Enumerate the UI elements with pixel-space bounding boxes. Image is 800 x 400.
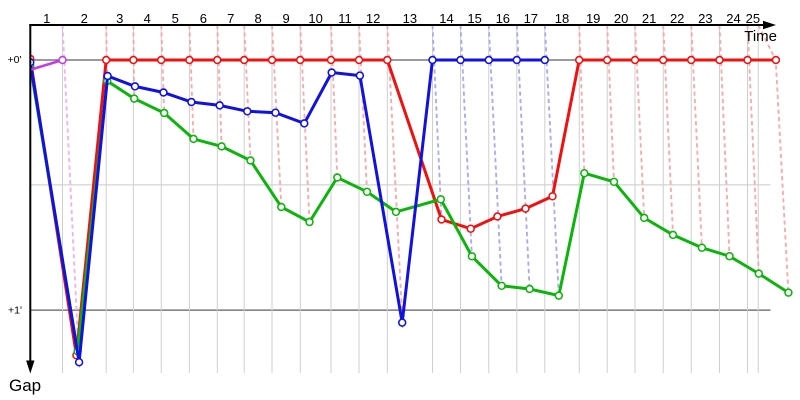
svg-text:16: 16 (496, 11, 510, 26)
svg-text:21: 21 (642, 11, 656, 26)
svg-text:18: 18 (555, 11, 569, 26)
svg-text:Time: Time (744, 28, 777, 45)
svg-text:6: 6 (200, 11, 207, 26)
svg-text:+0': +0' (8, 54, 22, 66)
svg-text:9: 9 (282, 11, 289, 26)
svg-text:22: 22 (670, 11, 684, 26)
svg-text:13: 13 (403, 11, 417, 26)
svg-text:12: 12 (366, 11, 380, 26)
svg-text:23: 23 (698, 11, 712, 26)
svg-text:3: 3 (116, 11, 123, 26)
svg-text:19: 19 (586, 11, 600, 26)
svg-text:2: 2 (81, 11, 88, 26)
svg-text:+1': +1' (8, 305, 22, 317)
svg-text:Gap: Gap (9, 376, 41, 395)
svg-text:15: 15 (467, 11, 481, 26)
svg-text:4: 4 (144, 11, 151, 26)
svg-text:14: 14 (439, 11, 453, 26)
svg-text:11: 11 (338, 11, 352, 26)
svg-text:7: 7 (227, 11, 234, 26)
svg-text:10: 10 (308, 11, 322, 26)
svg-text:25: 25 (746, 11, 760, 26)
svg-text:17: 17 (524, 11, 538, 26)
svg-text:1: 1 (43, 11, 50, 26)
svg-text:20: 20 (614, 11, 628, 26)
svg-text:5: 5 (172, 11, 179, 26)
svg-text:24: 24 (726, 11, 740, 26)
svg-text:8: 8 (254, 11, 261, 26)
